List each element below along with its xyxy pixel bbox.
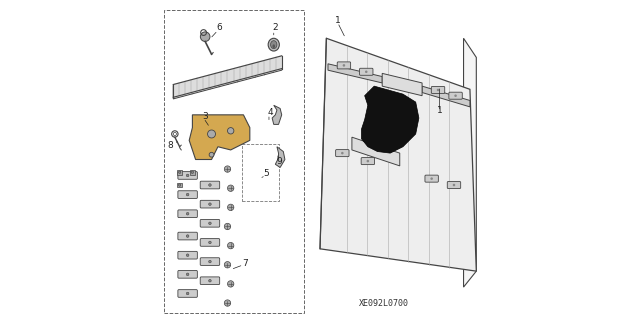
- Ellipse shape: [436, 89, 439, 91]
- FancyBboxPatch shape: [200, 181, 220, 189]
- FancyBboxPatch shape: [200, 219, 220, 227]
- Text: 2: 2: [273, 23, 278, 32]
- Ellipse shape: [454, 94, 457, 97]
- Ellipse shape: [227, 281, 234, 287]
- Ellipse shape: [209, 222, 211, 225]
- FancyBboxPatch shape: [425, 175, 438, 182]
- Ellipse shape: [224, 300, 230, 306]
- Ellipse shape: [365, 70, 367, 73]
- Ellipse shape: [200, 32, 210, 41]
- Polygon shape: [382, 73, 422, 96]
- Ellipse shape: [209, 279, 211, 282]
- Polygon shape: [173, 57, 282, 99]
- Text: 9: 9: [276, 157, 282, 166]
- Polygon shape: [362, 86, 419, 153]
- Bar: [164, 10, 304, 313]
- Polygon shape: [352, 137, 400, 166]
- Ellipse shape: [179, 171, 181, 174]
- Ellipse shape: [273, 44, 275, 48]
- Polygon shape: [275, 147, 285, 167]
- FancyBboxPatch shape: [200, 200, 220, 208]
- FancyBboxPatch shape: [178, 251, 197, 259]
- Ellipse shape: [179, 184, 181, 186]
- Ellipse shape: [209, 241, 211, 244]
- Text: 1: 1: [436, 106, 442, 115]
- FancyBboxPatch shape: [200, 258, 220, 265]
- FancyBboxPatch shape: [200, 277, 220, 285]
- Bar: [177, 170, 182, 175]
- FancyBboxPatch shape: [178, 232, 197, 240]
- FancyBboxPatch shape: [178, 191, 197, 198]
- Text: 8: 8: [168, 141, 173, 150]
- Polygon shape: [422, 86, 470, 107]
- Ellipse shape: [209, 260, 211, 263]
- FancyBboxPatch shape: [200, 239, 220, 246]
- Ellipse shape: [367, 160, 369, 162]
- Bar: [242, 144, 278, 201]
- Ellipse shape: [342, 64, 345, 67]
- Ellipse shape: [186, 273, 189, 276]
- Polygon shape: [189, 115, 250, 160]
- Ellipse shape: [186, 254, 189, 256]
- Ellipse shape: [227, 185, 234, 191]
- Ellipse shape: [227, 242, 234, 249]
- Ellipse shape: [209, 152, 214, 157]
- Polygon shape: [272, 105, 282, 124]
- Ellipse shape: [224, 262, 230, 268]
- Ellipse shape: [271, 41, 277, 49]
- Ellipse shape: [191, 171, 193, 174]
- FancyBboxPatch shape: [360, 68, 373, 75]
- Ellipse shape: [224, 166, 230, 172]
- FancyBboxPatch shape: [447, 182, 461, 189]
- Ellipse shape: [227, 204, 234, 211]
- Text: 1: 1: [335, 16, 340, 25]
- Ellipse shape: [186, 235, 189, 237]
- Ellipse shape: [186, 292, 189, 295]
- FancyBboxPatch shape: [337, 62, 351, 69]
- FancyBboxPatch shape: [361, 158, 374, 165]
- Ellipse shape: [209, 184, 211, 186]
- FancyBboxPatch shape: [178, 290, 197, 297]
- Polygon shape: [320, 38, 476, 271]
- Ellipse shape: [224, 223, 230, 230]
- Polygon shape: [328, 64, 382, 83]
- Text: 6: 6: [216, 23, 222, 32]
- Bar: [190, 170, 195, 175]
- FancyBboxPatch shape: [431, 86, 445, 93]
- Ellipse shape: [186, 174, 189, 177]
- Ellipse shape: [341, 152, 344, 154]
- Ellipse shape: [207, 130, 216, 138]
- FancyBboxPatch shape: [178, 210, 197, 218]
- Polygon shape: [173, 56, 282, 97]
- FancyBboxPatch shape: [178, 271, 197, 278]
- Ellipse shape: [452, 184, 455, 186]
- Ellipse shape: [209, 203, 211, 205]
- Bar: [177, 182, 182, 188]
- Text: 5: 5: [263, 169, 269, 178]
- FancyBboxPatch shape: [335, 150, 349, 157]
- Polygon shape: [463, 38, 476, 287]
- Ellipse shape: [186, 193, 189, 196]
- Ellipse shape: [430, 177, 433, 180]
- Text: XE092L0700: XE092L0700: [359, 299, 409, 308]
- FancyBboxPatch shape: [178, 172, 197, 179]
- Text: 7: 7: [242, 259, 248, 268]
- Ellipse shape: [227, 128, 234, 134]
- Ellipse shape: [186, 212, 189, 215]
- Text: 3: 3: [202, 112, 208, 121]
- FancyBboxPatch shape: [449, 92, 462, 99]
- Ellipse shape: [268, 38, 279, 51]
- Text: 4: 4: [268, 108, 273, 117]
